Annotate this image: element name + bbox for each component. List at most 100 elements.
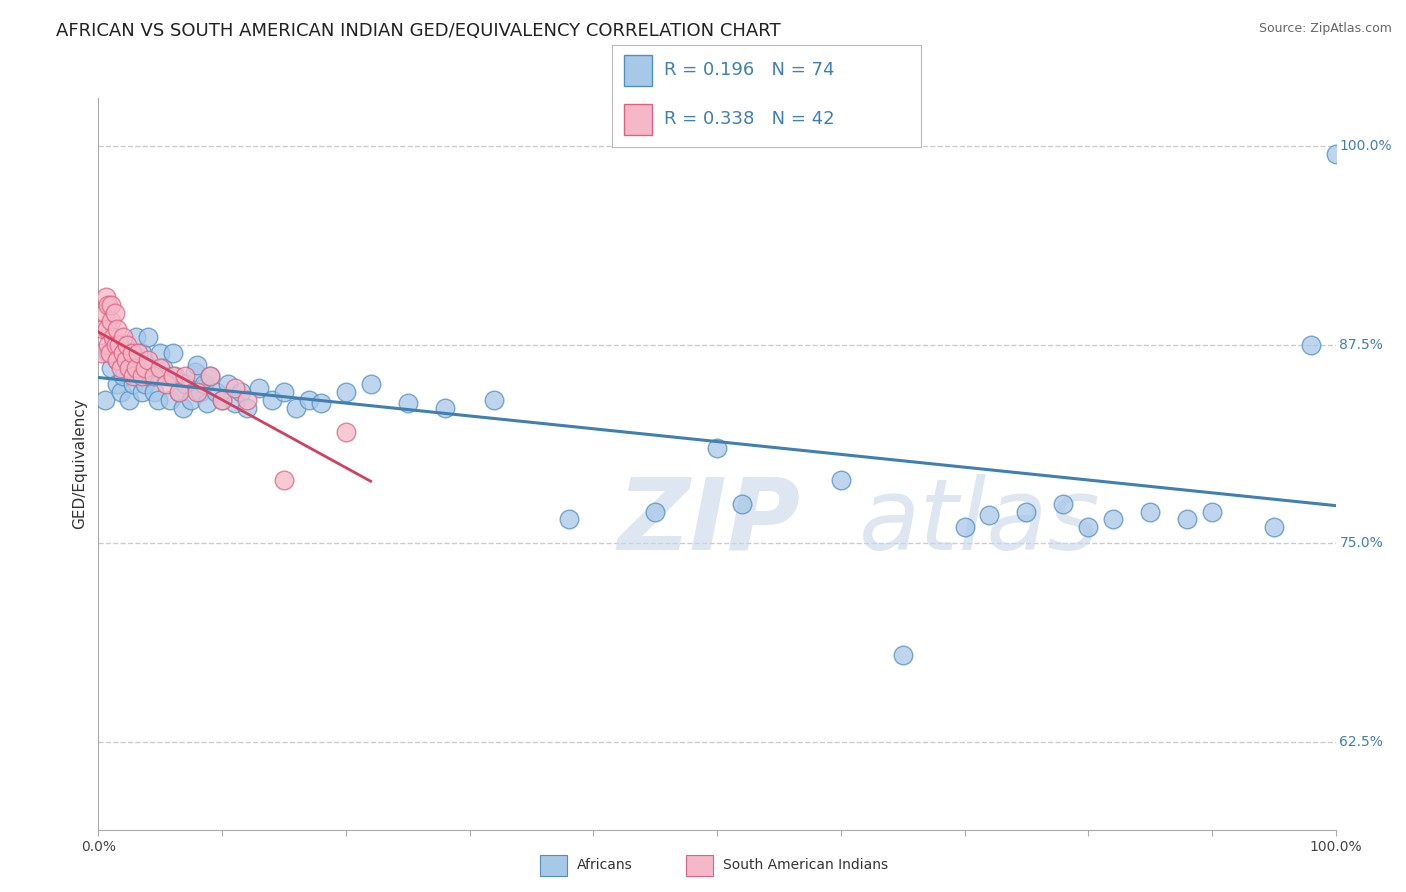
Point bbox=[105, 321, 128, 335]
Point bbox=[1139, 504, 1161, 518]
Point bbox=[162, 369, 184, 384]
Point bbox=[224, 380, 246, 394]
Point bbox=[118, 361, 141, 376]
Point bbox=[103, 329, 125, 343]
Point bbox=[118, 393, 141, 408]
Point bbox=[891, 648, 914, 662]
Point bbox=[93, 306, 115, 320]
Point bbox=[136, 329, 159, 343]
Point bbox=[105, 377, 128, 392]
Point bbox=[96, 321, 118, 335]
Point bbox=[174, 369, 197, 384]
Point bbox=[172, 401, 194, 416]
Point bbox=[114, 345, 136, 359]
Text: 75.0%: 75.0% bbox=[1340, 536, 1384, 550]
Point bbox=[136, 369, 159, 384]
Point bbox=[139, 361, 162, 376]
Point bbox=[236, 393, 259, 408]
Point bbox=[211, 393, 233, 408]
Point bbox=[186, 385, 208, 400]
Point bbox=[114, 353, 136, 368]
Point bbox=[136, 353, 159, 368]
Point bbox=[1324, 146, 1347, 161]
Point bbox=[100, 361, 122, 376]
Point bbox=[100, 314, 122, 328]
Point bbox=[112, 369, 135, 384]
Point bbox=[184, 365, 207, 379]
Point bbox=[118, 361, 141, 376]
Point bbox=[224, 396, 246, 410]
Text: 100.0%: 100.0% bbox=[1340, 139, 1392, 153]
Point bbox=[94, 290, 117, 304]
Text: 87.5%: 87.5% bbox=[1340, 337, 1384, 351]
Point bbox=[98, 345, 121, 359]
Point bbox=[298, 393, 321, 408]
Point bbox=[198, 369, 221, 384]
Text: atlas: atlas bbox=[859, 474, 1101, 571]
Point bbox=[433, 401, 456, 416]
Text: ZIP: ZIP bbox=[619, 474, 801, 571]
Text: R = 0.196   N = 74: R = 0.196 N = 74 bbox=[664, 61, 835, 78]
Point bbox=[105, 353, 128, 368]
Point bbox=[93, 393, 115, 408]
Point bbox=[236, 401, 259, 416]
Point bbox=[484, 393, 506, 408]
Point bbox=[186, 358, 208, 372]
Point bbox=[146, 393, 169, 408]
Point bbox=[198, 369, 221, 384]
Point bbox=[247, 380, 270, 394]
Point bbox=[159, 393, 181, 408]
Point bbox=[143, 385, 166, 400]
Point bbox=[309, 396, 332, 410]
Point bbox=[131, 385, 153, 400]
Y-axis label: GED/Equivalency: GED/Equivalency bbox=[72, 399, 87, 529]
Point bbox=[100, 298, 122, 312]
Point bbox=[122, 377, 145, 392]
Point bbox=[273, 473, 295, 487]
Point bbox=[167, 385, 190, 400]
Point bbox=[211, 393, 233, 408]
Point bbox=[110, 385, 132, 400]
Point bbox=[706, 441, 728, 455]
Point bbox=[1102, 512, 1125, 526]
Point bbox=[108, 337, 131, 351]
Point bbox=[124, 329, 146, 343]
FancyBboxPatch shape bbox=[624, 55, 652, 86]
Text: South American Indians: South American Indians bbox=[723, 858, 889, 872]
Point bbox=[104, 337, 127, 351]
Text: 62.5%: 62.5% bbox=[1340, 735, 1384, 749]
Text: Africans: Africans bbox=[578, 858, 633, 872]
Point bbox=[127, 345, 149, 359]
Point bbox=[91, 345, 114, 359]
Point bbox=[396, 396, 419, 410]
Point bbox=[1052, 497, 1074, 511]
Bar bbox=[686, 855, 713, 876]
Point bbox=[285, 401, 308, 416]
Point bbox=[1015, 504, 1038, 518]
Point bbox=[335, 425, 357, 439]
Point bbox=[979, 508, 1001, 522]
Point bbox=[97, 337, 120, 351]
Point bbox=[97, 345, 120, 359]
Point bbox=[273, 385, 295, 400]
Point bbox=[1175, 512, 1198, 526]
Point bbox=[124, 361, 146, 376]
Point bbox=[1263, 520, 1285, 534]
Text: R = 0.338   N = 42: R = 0.338 N = 42 bbox=[664, 110, 835, 128]
Point bbox=[143, 369, 166, 384]
Point bbox=[134, 377, 156, 392]
Point bbox=[217, 377, 239, 392]
FancyBboxPatch shape bbox=[624, 104, 652, 135]
Point bbox=[112, 329, 135, 343]
Text: AFRICAN VS SOUTH AMERICAN INDIAN GED/EQUIVALENCY CORRELATION CHART: AFRICAN VS SOUTH AMERICAN INDIAN GED/EQU… bbox=[56, 22, 780, 40]
Point bbox=[644, 504, 666, 518]
Point bbox=[260, 393, 283, 408]
Bar bbox=[540, 855, 568, 876]
Point bbox=[127, 353, 149, 368]
Text: Source: ZipAtlas.com: Source: ZipAtlas.com bbox=[1258, 22, 1392, 36]
Point bbox=[335, 385, 357, 400]
Point bbox=[97, 298, 120, 312]
Point bbox=[149, 361, 172, 376]
Point bbox=[360, 377, 382, 392]
Point bbox=[180, 393, 202, 408]
